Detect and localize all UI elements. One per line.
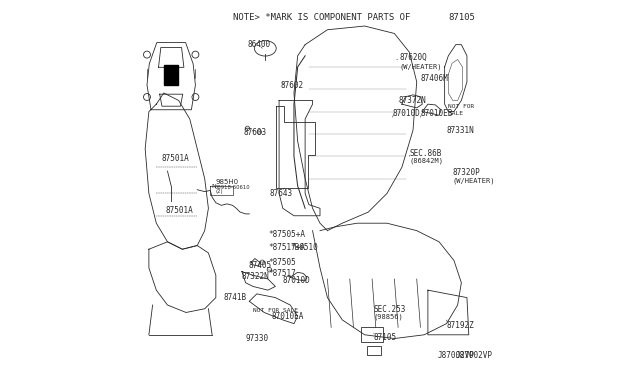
Text: 87320P: 87320P (452, 169, 480, 177)
Text: *87505+A: *87505+A (269, 230, 306, 239)
Text: 87602: 87602 (281, 81, 304, 90)
Text: 87331N: 87331N (447, 126, 474, 135)
Text: (86842M): (86842M) (410, 157, 444, 164)
Text: 985H0: 985H0 (215, 179, 238, 185)
Text: 08918-60610: 08918-60610 (215, 185, 251, 190)
Text: 87322N: 87322N (242, 272, 269, 280)
Text: 97330: 97330 (246, 334, 269, 343)
Bar (361, 327, 383, 342)
Text: 87010EB: 87010EB (420, 109, 453, 118)
Text: 87643: 87643 (270, 189, 293, 198)
Text: 87010D: 87010D (283, 276, 310, 285)
Text: 8741B: 8741B (223, 293, 246, 302)
Text: 87501A: 87501A (162, 154, 189, 163)
Text: SEC.253: SEC.253 (373, 305, 406, 314)
Text: *87517+A: *87517+A (269, 243, 306, 252)
Text: *B6510: *B6510 (291, 243, 318, 252)
Text: J87002VP: J87002VP (437, 351, 474, 360)
Text: NOT FOR: NOT FOR (449, 103, 475, 109)
Text: 87620Q: 87620Q (400, 53, 428, 62)
Text: N: N (211, 184, 216, 189)
Bar (164, 65, 178, 85)
Text: 87192Z: 87192Z (447, 321, 474, 330)
Text: 87010EA: 87010EA (271, 312, 304, 321)
Text: 87010D: 87010D (392, 109, 420, 118)
Text: 87603: 87603 (244, 128, 267, 137)
Text: NOT FOR SALE: NOT FOR SALE (253, 308, 298, 313)
Text: 87501A: 87501A (166, 206, 193, 215)
Text: (2): (2) (215, 189, 223, 195)
Text: 87406M: 87406M (420, 74, 448, 83)
Text: 87105: 87105 (448, 13, 475, 22)
Text: *87517: *87517 (269, 269, 296, 278)
Bar (367, 346, 381, 355)
Text: 87405: 87405 (248, 262, 272, 270)
Text: J87002VP: J87002VP (456, 351, 493, 360)
Text: (W/HEATER): (W/HEATER) (400, 64, 442, 70)
Text: (98856): (98856) (373, 314, 403, 320)
Text: 87105: 87105 (374, 333, 397, 342)
Text: 86400: 86400 (248, 40, 271, 49)
Text: NOTE> *MARK IS COMPONENT PARTS OF: NOTE> *MARK IS COMPONENT PARTS OF (233, 13, 410, 22)
Text: SALE: SALE (449, 111, 463, 116)
Text: 87372N: 87372N (398, 96, 426, 105)
Text: *87505: *87505 (269, 258, 296, 267)
Text: SEC.86B: SEC.86B (410, 149, 442, 158)
Text: (W/HEATER): (W/HEATER) (452, 177, 495, 184)
